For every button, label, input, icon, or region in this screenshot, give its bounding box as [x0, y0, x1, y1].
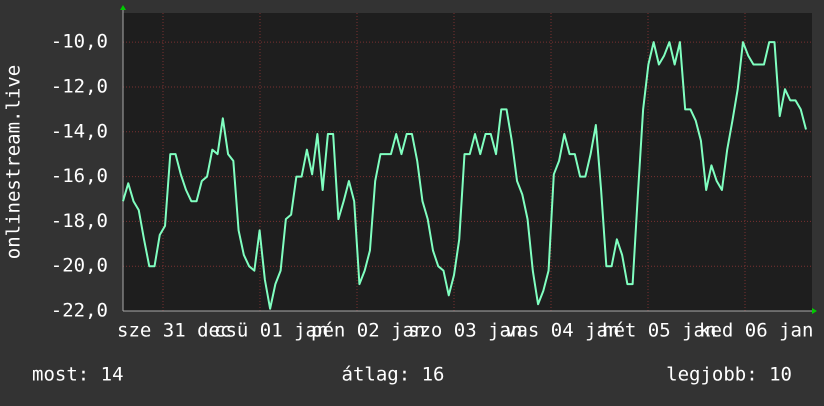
- y-axis-label: onlinestream.live: [3, 65, 25, 259]
- x-tick-label: csü 01 jan: [214, 320, 328, 342]
- y-tick-label: -14,0: [51, 120, 108, 142]
- x-axis-arrow: [812, 308, 817, 314]
- x-tick-label: vas 04 jan: [505, 320, 619, 342]
- y-tick-label: -12,0: [51, 75, 108, 97]
- y-axis-arrow: [120, 5, 126, 10]
- x-tick-label: ked 06 jan: [699, 320, 813, 342]
- x-tick-label: pén 02 jan: [311, 320, 425, 342]
- x-tick-label: szo 03 jan: [408, 320, 522, 342]
- y-tick-label: -10,0: [51, 31, 108, 53]
- stat-best: legjobb: 10: [666, 364, 792, 386]
- y-tick-label: -16,0: [51, 165, 108, 187]
- y-tick-label: -22,0: [51, 300, 108, 322]
- stat-current: most: 14: [32, 364, 124, 386]
- y-tick-label: -18,0: [51, 210, 108, 232]
- stat-average: átlag: 16: [342, 364, 445, 386]
- x-tick-label: hét 05 jan: [602, 320, 716, 342]
- plot-area: [123, 13, 812, 311]
- line-series: [122, 41, 807, 310]
- y-tick-label: -20,0: [51, 255, 108, 277]
- x-tick-label: sze 31 dec: [117, 320, 231, 342]
